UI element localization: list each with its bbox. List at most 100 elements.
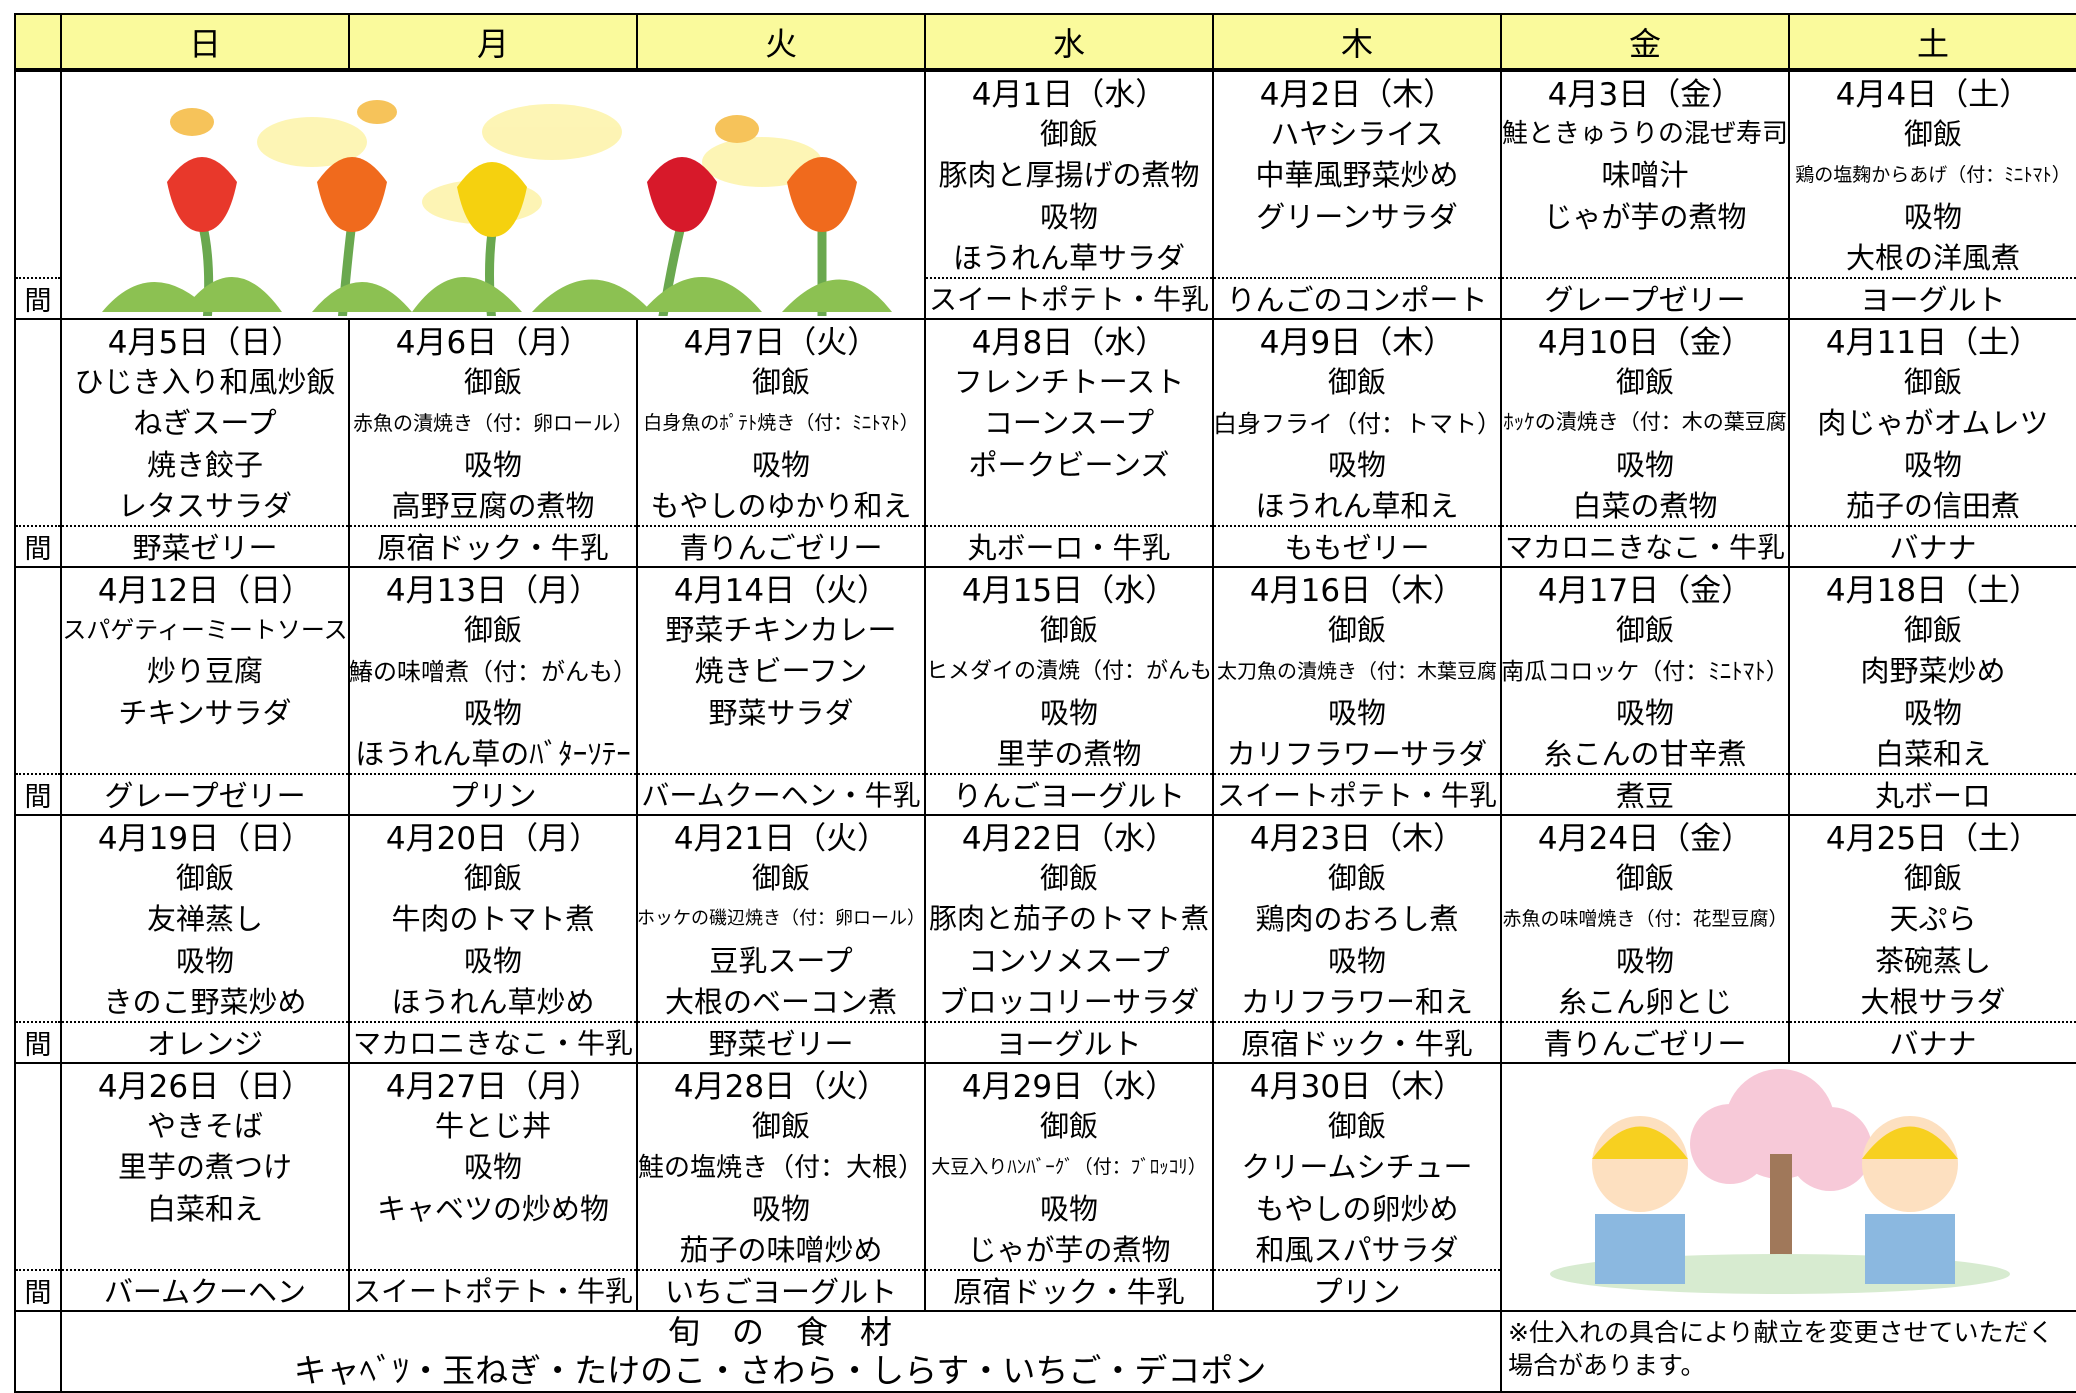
- menu-item: ホッケの磯辺焼き（付：卵ロール）: [638, 908, 924, 930]
- date: 4月30日（木）: [1249, 1069, 1465, 1104]
- menu-item: 御飯: [1903, 861, 1962, 895]
- menu-item: 鮭ときゅうりの混ぜ寿司: [1502, 119, 1788, 150]
- snack: マカロニきなこ・牛乳: [350, 1020, 636, 1062]
- menu-item: 御飯: [1615, 613, 1674, 647]
- menu-item: 御飯: [1327, 365, 1386, 399]
- menu-item: 肉野菜炒め: [1860, 654, 2006, 689]
- snack: スイートポテト・牛乳: [926, 276, 1212, 318]
- menu-item: 白菜和え: [146, 1191, 263, 1226]
- date: 4月5日（日）: [107, 325, 303, 360]
- date: 4月18日（土）: [1825, 573, 2041, 608]
- menu-item: 御飯: [751, 1109, 810, 1143]
- date: 4月24日（金）: [1537, 821, 1753, 856]
- date: 4月28日（火）: [673, 1069, 889, 1104]
- menu-item: 焼きビーフン: [694, 654, 868, 689]
- menu-item: 肉じゃがオムレツ: [1817, 406, 2049, 441]
- menu-item: 豆乳スープ: [709, 943, 853, 978]
- menu-item: やきそば: [146, 1109, 263, 1143]
- menu-item: 炒り豆腐: [146, 654, 263, 689]
- menu-item: ほうれん草サラダ: [952, 241, 1185, 275]
- menu-item: 白菜の煮物: [1572, 489, 1718, 523]
- snack: スイートポテト・牛乳: [350, 1268, 636, 1310]
- menu-item: 御飯: [1615, 365, 1674, 399]
- menu-item: 赤魚の味噌焼き（付：花型豆腐）: [1502, 907, 1788, 930]
- snack: 青りんごゼリー: [638, 524, 924, 566]
- menu-item: 吸物: [1615, 695, 1674, 730]
- snack: スイートポテト・牛乳: [1214, 772, 1500, 814]
- menu-item: 吸物: [1903, 199, 1962, 234]
- snack: 原宿ドック・牛乳: [926, 1268, 1212, 1310]
- snack: りんごヨーグルト: [926, 772, 1212, 814]
- footer-note: ※仕入れの具合により献立を変更させていただく場合があります。: [1508, 1318, 2054, 1380]
- day-header: 水: [924, 13, 1214, 70]
- menu-item: 大根の洋風煮: [1845, 241, 2020, 275]
- date: 4月21日（火）: [673, 821, 889, 856]
- menu-item: ひじき入り和風炒飯: [74, 365, 336, 399]
- menu-item: 友禅蒸し: [146, 902, 263, 937]
- menu-item: 吸物: [463, 943, 522, 978]
- menu-item: 御飯: [1903, 365, 1962, 399]
- menu-item: もやしのゆかり和え: [650, 489, 912, 523]
- menu-item: 吸物: [1327, 943, 1386, 978]
- snack-label: 間: [16, 1268, 60, 1310]
- date: 4月11日（土）: [1825, 325, 2041, 360]
- menu-item: 吸物: [1039, 199, 1098, 234]
- menu-item: 御飯: [463, 861, 522, 895]
- menu-item: チキンサラダ: [118, 695, 292, 730]
- date: 4月12日（日）: [97, 573, 313, 608]
- date: 4月13日（月）: [385, 573, 601, 608]
- date: 4月25日（土）: [1825, 821, 2041, 856]
- menu-item: キャベツの炒め物: [376, 1191, 609, 1226]
- date: 4月15日（水）: [961, 573, 1177, 608]
- menu-item: ハヤシライス: [1270, 117, 1444, 151]
- snack: りんごのコンポート: [1214, 276, 1500, 318]
- date: 4月22日（水）: [961, 821, 1177, 856]
- menu-item: ほうれん草和え: [1255, 489, 1459, 523]
- menu-item: 豚肉と茄子のトマト煮: [928, 902, 1209, 936]
- menu-item: 御飯: [1039, 117, 1098, 151]
- menu-item: スパゲティーミートソース: [62, 616, 348, 645]
- menu-item: 中華風野菜炒め: [1255, 158, 1459, 193]
- snack-label: 間: [16, 1020, 60, 1062]
- snack: バナナ: [1790, 524, 2076, 566]
- snack: ももゼリー: [1214, 524, 1500, 566]
- menu-item: カリフラワー和え: [1240, 985, 1473, 1019]
- menu-item: 御飯: [1039, 1109, 1098, 1143]
- menu-item: 吸物: [751, 447, 810, 482]
- menu-item: 鰆の味噌煮（付：がんも）: [350, 657, 636, 686]
- snack: グレープゼリー: [1502, 276, 1788, 318]
- menu-item: 茄子の信田煮: [1845, 489, 2020, 523]
- date: 4月10日（金）: [1537, 325, 1753, 360]
- menu-item: 高野豆腐の煮物: [391, 489, 595, 523]
- footer-label: [14, 1310, 62, 1393]
- menu-item: 御飯: [1327, 1109, 1386, 1143]
- snack: グレープゼリー: [62, 772, 348, 814]
- menu-item: 大豆入りﾊﾝﾊﾞｰｸﾞ（付：ﾌﾞﾛｯｺﾘ）: [931, 1155, 1207, 1178]
- menu-item: ポークビーンズ: [968, 447, 1170, 482]
- menu-item: もやしの卵炒め: [1255, 1191, 1459, 1226]
- menu-item: 吸物: [1903, 695, 1962, 730]
- menu-item: 吸物: [463, 695, 522, 730]
- menu-item: 味噌汁: [1601, 158, 1689, 193]
- date: 4月23日（木）: [1249, 821, 1465, 856]
- menu-item: 御飯: [1903, 613, 1962, 647]
- snack: ヨーグルト: [1790, 276, 2076, 318]
- menu-item: 鶏肉のおろし煮: [1255, 902, 1459, 937]
- menu-item: 焼き餃子: [146, 447, 263, 482]
- date: 4月8日（水）: [971, 325, 1167, 360]
- day-header: 火: [636, 13, 926, 70]
- menu-item: カリフラワーサラダ: [1226, 737, 1488, 771]
- snack: 野菜ゼリー: [62, 524, 348, 566]
- day-header: 月: [348, 13, 638, 70]
- menu-item: 吸物: [1327, 447, 1386, 482]
- menu-item: 吸物: [1327, 695, 1386, 730]
- menu-item: クリームシチュー: [1241, 1150, 1473, 1185]
- day-header: 日: [60, 13, 350, 70]
- children-illustration: [1550, 1069, 2010, 1294]
- menu-item: コンソメスープ: [968, 943, 1170, 978]
- snack: プリン: [1214, 1268, 1500, 1310]
- menu-item: 豚肉と厚揚げの煮物: [938, 158, 1200, 193]
- menu-item: フレンチトースト: [953, 365, 1185, 399]
- menu-item: 茶碗蒸し: [1874, 943, 1991, 978]
